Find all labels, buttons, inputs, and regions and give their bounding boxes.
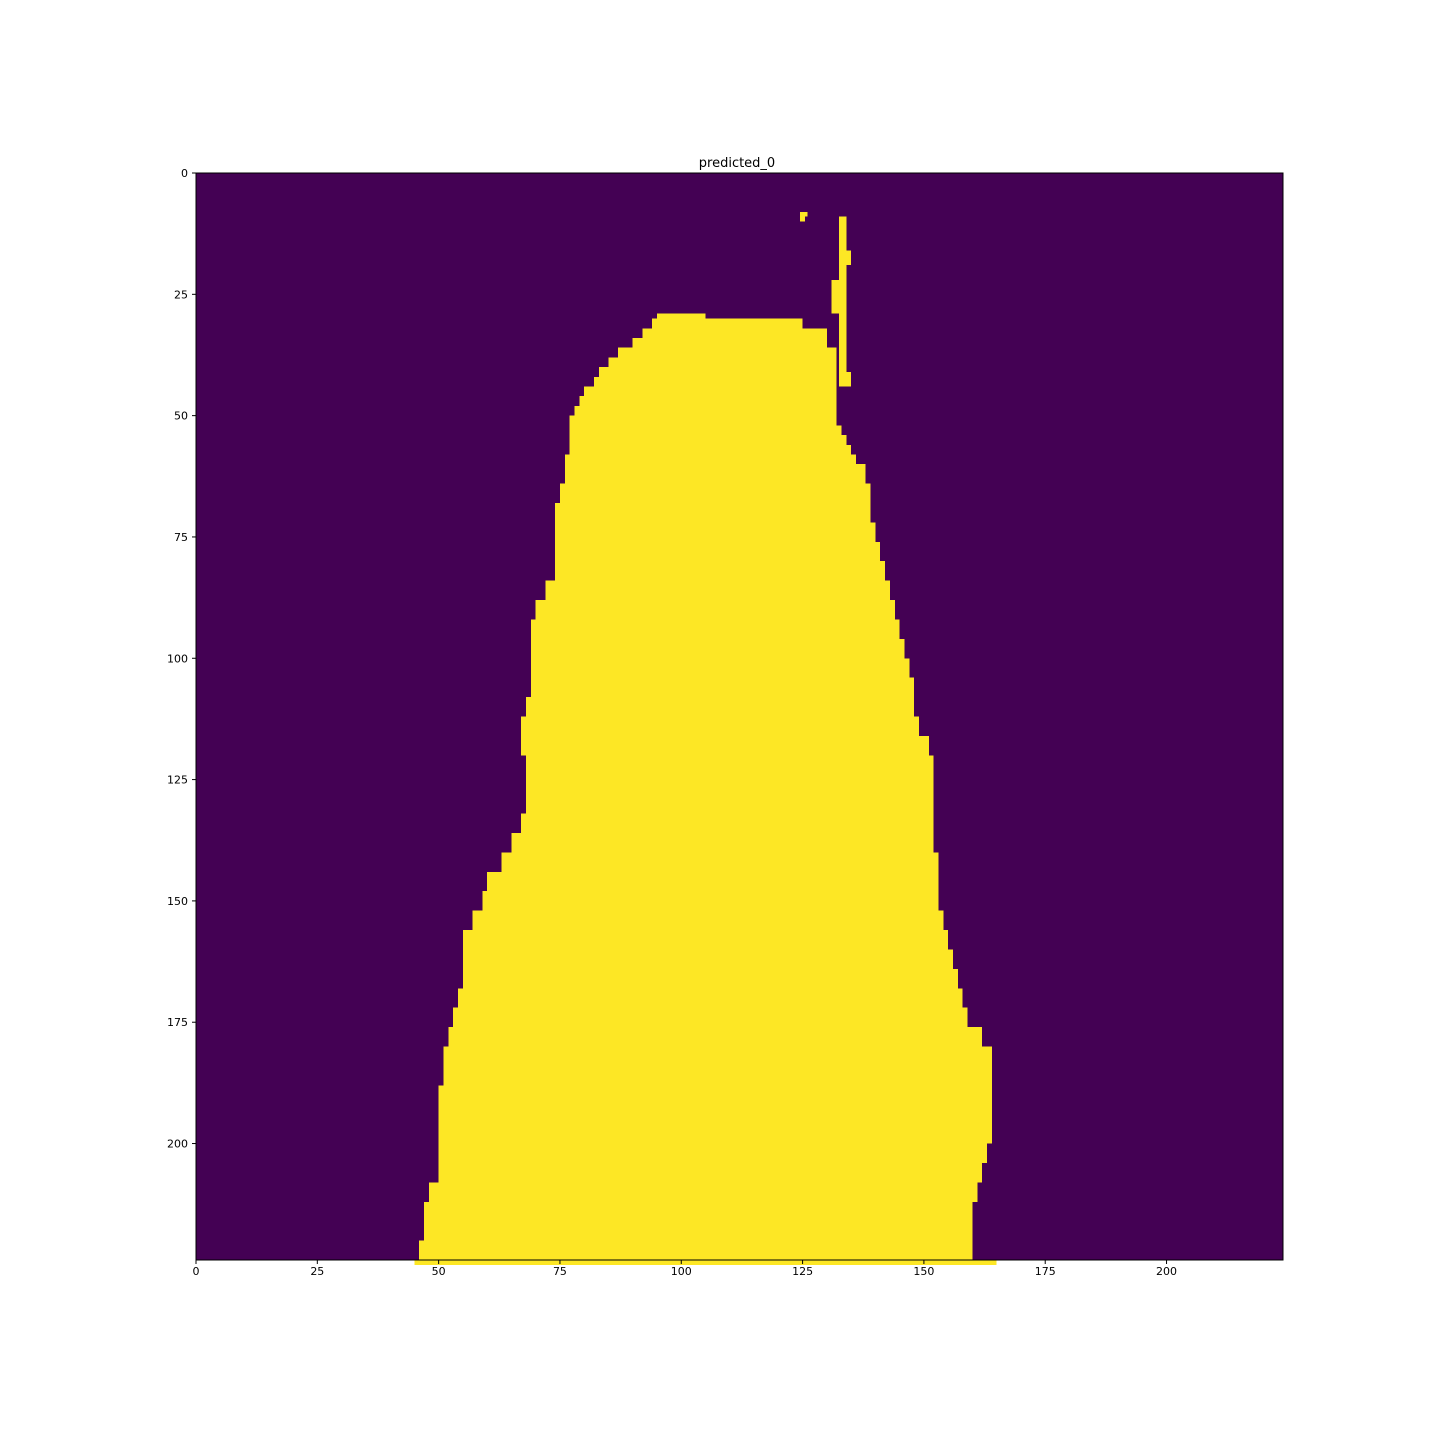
- x-tick-label: 75: [553, 1265, 567, 1278]
- x-tick-label: 100: [671, 1265, 692, 1278]
- y-tick-label: 50: [174, 410, 188, 423]
- x-tick-label: 150: [913, 1265, 934, 1278]
- predicted-mask-region: [414, 313, 997, 1265]
- predicted-mask-stem: [800, 211, 852, 387]
- x-tick-label: 125: [792, 1265, 813, 1278]
- y-tick-label: 150: [167, 895, 188, 908]
- x-tick-label: 50: [432, 1265, 446, 1278]
- y-tick-label: 0: [181, 167, 188, 180]
- y-tick-label: 75: [174, 531, 188, 544]
- x-tick-label: 200: [1156, 1265, 1177, 1278]
- y-tick-label: 100: [167, 652, 188, 665]
- x-tick-label: 175: [1035, 1265, 1056, 1278]
- chart-title: predicted_0: [699, 156, 775, 171]
- plot-area: [195, 172, 1284, 1265]
- x-axis: 0 25 50 75 100 125 150 175 200: [193, 1260, 1177, 1278]
- y-tick-label: 175: [167, 1016, 188, 1029]
- x-tick-label: 0: [193, 1265, 200, 1278]
- y-axis: 0 25 50 75 100 125 150 175 200: [167, 167, 196, 1151]
- y-tick-label: 25: [174, 288, 188, 301]
- plot-frame: [195, 172, 1284, 1261]
- x-tick-label: 25: [310, 1265, 324, 1278]
- y-tick-label: 200: [167, 1138, 188, 1151]
- y-tick-label: 125: [167, 774, 188, 787]
